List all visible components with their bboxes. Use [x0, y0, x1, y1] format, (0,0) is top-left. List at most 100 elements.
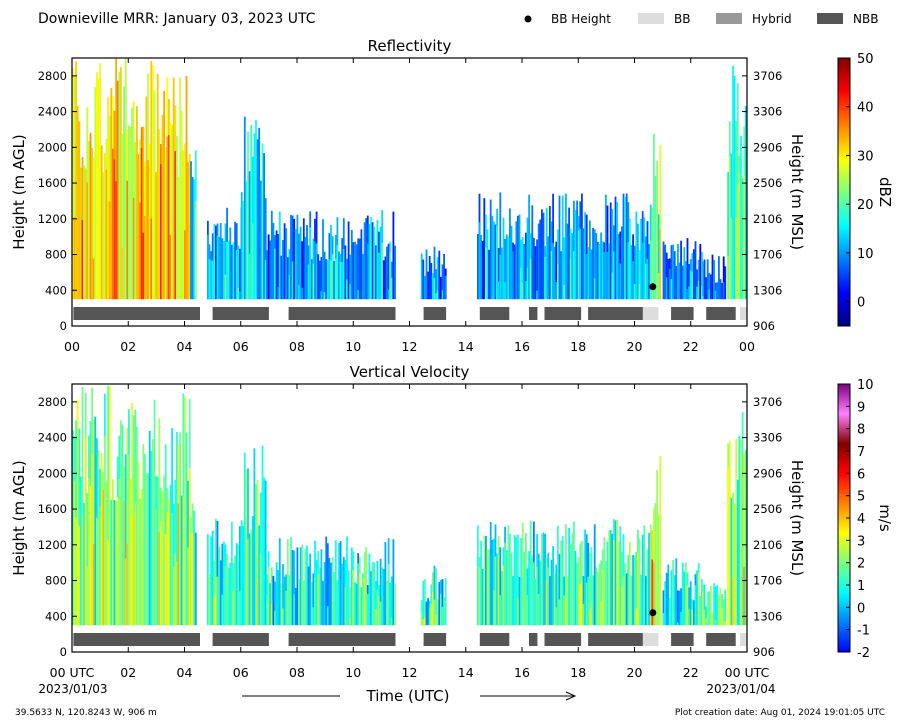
echo-streak [237, 287, 239, 300]
echo-column [312, 573, 315, 626]
echo-column [100, 145, 103, 300]
echo-column [670, 570, 673, 626]
echo-streak [577, 230, 580, 300]
echo-column [609, 202, 612, 300]
echo-column [358, 238, 361, 300]
echo-column [306, 224, 308, 300]
echo-column [696, 570, 698, 626]
echo-streak [622, 576, 625, 626]
echo-column [491, 215, 494, 300]
echo-column [137, 153, 140, 300]
echo-column [92, 419, 95, 626]
echo-column [208, 573, 211, 626]
echo-column [563, 237, 566, 300]
echo-column [608, 530, 610, 626]
echo-streak [521, 283, 524, 300]
echo-column [338, 251, 340, 300]
echo-streak [341, 261, 343, 300]
echo-streak [78, 526, 80, 626]
echo-column [381, 567, 384, 626]
echo-column [286, 257, 289, 300]
echo-streak [496, 225, 498, 300]
echo-column [168, 498, 170, 626]
echo-streak [247, 539, 249, 626]
echo-column [654, 503, 657, 626]
y-tick-label-right: 2106 [753, 538, 782, 552]
echo-streak [158, 532, 160, 626]
echo-streak [545, 579, 548, 626]
echo-column [512, 576, 514, 626]
echo-column [617, 541, 620, 626]
echo-column [213, 223, 216, 300]
echo-column [360, 587, 363, 626]
echo-column [502, 217, 505, 300]
echo-streak [226, 241, 228, 300]
echo-column [264, 198, 267, 300]
echo-column [705, 606, 707, 626]
echo-streak [497, 557, 500, 626]
echo-column [525, 232, 527, 300]
echo-streak [366, 243, 369, 300]
echo-column [78, 121, 81, 300]
echo-streak [728, 156, 731, 300]
x-tick-label: 04 [177, 665, 193, 680]
echo-streak [686, 288, 689, 300]
echo-column [633, 245, 636, 300]
echo-column [436, 599, 439, 626]
echo-streak [307, 264, 310, 300]
echo-column [283, 576, 286, 626]
echo-segment [190, 503, 197, 626]
echo-column [347, 221, 350, 300]
echo-streak [92, 258, 95, 300]
echo-streak [533, 562, 535, 626]
y-tick-label: 1200 [38, 212, 67, 226]
echo-column [425, 249, 428, 300]
echo-column [330, 562, 332, 626]
echo-streak [440, 593, 442, 626]
class-segment-nbb [73, 307, 200, 320]
echo-streak [259, 554, 262, 626]
y-axis-label: Height (m AGL) [10, 460, 28, 575]
echo-column [568, 207, 570, 300]
echo-column [533, 237, 535, 300]
echo-column [156, 73, 159, 300]
echo-column [541, 533, 543, 626]
echo-streak [216, 235, 219, 300]
echo-column [140, 488, 143, 626]
echo-column [298, 579, 300, 626]
echo-column [735, 120, 738, 300]
echo-streak [632, 261, 634, 300]
echo-column [488, 249, 490, 300]
echo-column [515, 536, 518, 626]
colorbar-tick-label: 50 [857, 52, 874, 67]
echo-column [253, 133, 256, 300]
echo-column [485, 535, 487, 626]
echo-streak [387, 563, 390, 626]
echo-column [346, 536, 348, 626]
echo-column [349, 254, 352, 300]
echo-column [153, 399, 156, 626]
echo-column [677, 590, 679, 626]
echo-column [317, 254, 320, 300]
echo-column [722, 599, 725, 626]
y-tick-label: 0 [60, 645, 67, 659]
echo-column [743, 454, 746, 626]
echo-streak [504, 542, 506, 626]
echo-column [325, 536, 328, 626]
echo-streak [264, 260, 267, 300]
echo-streak [126, 543, 128, 626]
echo-column [374, 245, 377, 300]
echo-column [571, 233, 574, 300]
echo-column [350, 547, 353, 626]
echo-column [622, 193, 625, 300]
echo-column [304, 548, 307, 626]
echo-column [432, 273, 434, 300]
colorbar-gradient [837, 57, 851, 327]
echo-column [263, 153, 265, 300]
echo-streak [224, 274, 227, 300]
echo-column [582, 228, 585, 300]
echo-column [124, 454, 127, 626]
echo-column [169, 122, 172, 300]
echo-column [430, 263, 433, 300]
echo-streak [81, 220, 84, 300]
